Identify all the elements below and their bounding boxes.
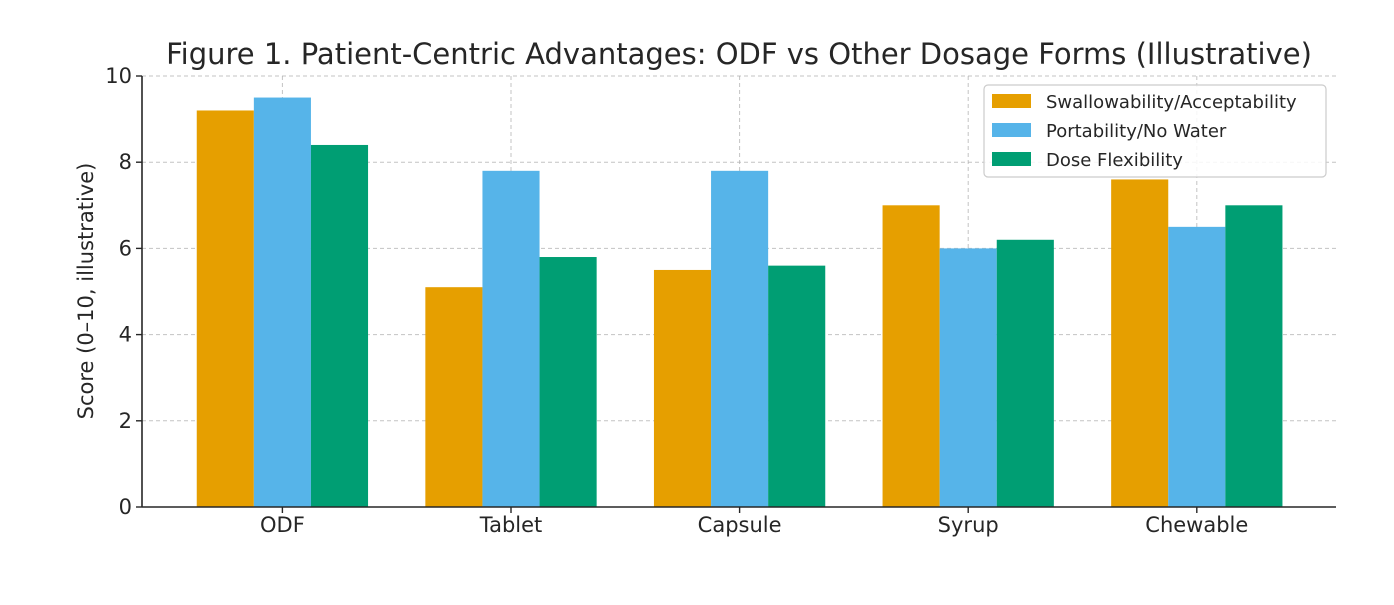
y-axis-label: Score (0–10, illustrative) (74, 163, 98, 420)
y-tick-label: 6 (119, 236, 132, 260)
bar-chewable-series-3 (1225, 205, 1283, 508)
legend-frame (983, 84, 1327, 178)
chart-title: Figure 1. Patient-Centric Advantages: OD… (166, 37, 1312, 71)
bar-syrup-series-1 (882, 205, 940, 508)
axes-layer: 0 2 4 6 8 10 ODF Tablet Capsule Syrup Chewable (105, 64, 1336, 537)
bar-chewable-series-1 (1111, 179, 1169, 507)
y-tick-label: 2 (119, 409, 132, 433)
x-tick-label-tablet: Tablet (479, 513, 543, 537)
legend-swatch (992, 123, 1031, 137)
legend-swatch (992, 152, 1031, 166)
y-tick-label: 4 (119, 323, 132, 347)
x-tick-label-capsule: Capsule (698, 513, 782, 537)
bar-syrup-series-2 (939, 248, 997, 507)
y-tick-label: 0 (119, 495, 132, 519)
legend-swatch (992, 94, 1031, 108)
bar-tablet-series-3 (539, 257, 597, 507)
bar-chewable-series-2 (1168, 226, 1226, 507)
y-tick-label: 8 (119, 150, 132, 174)
legend-label: Portability/No Water (1046, 121, 1227, 142)
bar-odf-series-1 (196, 110, 254, 507)
legend-label: Dose Flexibility (1046, 150, 1183, 171)
bars-layer (196, 97, 1283, 508)
y-tick-label: 10 (105, 64, 132, 88)
bar-odf-series-3 (310, 144, 369, 507)
legend-label: Swallowability/Acceptability (1046, 92, 1297, 113)
bar-capsule-series-1 (653, 269, 712, 507)
legend: Swallowability/Acceptability Portability/… (983, 84, 1327, 178)
x-tick-label-syrup: Syrup (938, 513, 999, 537)
x-tick-label-odf: ODF (260, 513, 305, 537)
bar-tablet-series-1 (425, 287, 483, 507)
bar-tablet-series-2 (482, 170, 540, 507)
bar-capsule-series-2 (711, 170, 769, 507)
bar-odf-series-2 (253, 97, 311, 508)
bar-syrup-series-3 (996, 239, 1054, 507)
bar-capsule-series-3 (768, 265, 826, 507)
x-tick-label-chewable: Chewable (1145, 513, 1248, 537)
